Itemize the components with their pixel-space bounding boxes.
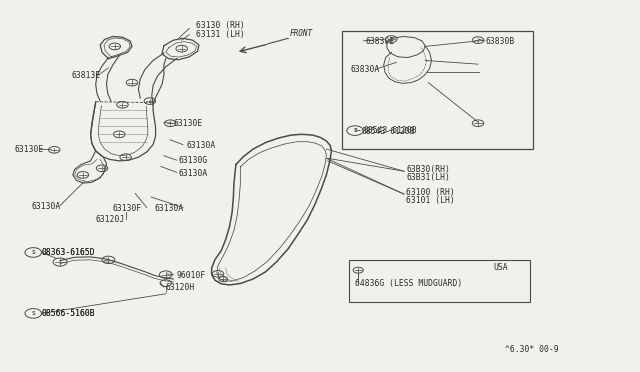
Text: 63130E: 63130E [173, 119, 203, 128]
Text: 63B31(LH): 63B31(LH) [406, 173, 450, 182]
Text: 63830E: 63830E [366, 37, 395, 46]
Text: 64836G (LESS MUDGUARD): 64836G (LESS MUDGUARD) [355, 279, 462, 288]
Text: 08566-5160B: 08566-5160B [42, 309, 95, 318]
Text: 63101 (LH): 63101 (LH) [406, 196, 455, 205]
Text: 08566-5160B: 08566-5160B [42, 309, 95, 318]
Text: S: S [31, 311, 35, 316]
Text: 63813E: 63813E [72, 71, 100, 80]
Text: 63B30(RH): 63B30(RH) [406, 165, 450, 174]
Text: 63100 (RH): 63100 (RH) [406, 188, 455, 197]
Text: 63130 (RH): 63130 (RH) [196, 21, 244, 30]
Text: 08543-6120B: 08543-6120B [362, 127, 415, 136]
Bar [342, 31, 534, 149]
Text: 63120J: 63120J [96, 215, 125, 224]
Text: 08543-6120B: 08543-6120B [364, 126, 417, 135]
Text: 63830A: 63830A [351, 65, 380, 74]
Text: 63130A: 63130A [154, 203, 184, 213]
Text: 63130A: 63130A [179, 169, 208, 177]
Text: USA: USA [493, 263, 508, 272]
Text: 08363-6165D: 08363-6165D [42, 248, 95, 257]
Text: 63131 (LH): 63131 (LH) [196, 30, 244, 39]
Text: 63130G: 63130G [179, 156, 208, 166]
Text: S: S [31, 250, 35, 255]
Bar [349, 260, 531, 302]
Text: 63120H: 63120H [166, 283, 195, 292]
Text: 63130A: 63130A [186, 141, 216, 150]
Text: 63130A: 63130A [32, 202, 61, 211]
Text: 63830B: 63830B [486, 37, 515, 46]
Text: S: S [353, 128, 357, 133]
Text: 63130E: 63130E [14, 145, 44, 154]
Text: 96010F: 96010F [177, 271, 206, 280]
Text: 63130F: 63130F [113, 203, 142, 213]
Text: ^6.30* 00-9: ^6.30* 00-9 [505, 345, 559, 354]
Text: 08363-6165D: 08363-6165D [42, 248, 95, 257]
Text: FRONT: FRONT [289, 29, 312, 38]
